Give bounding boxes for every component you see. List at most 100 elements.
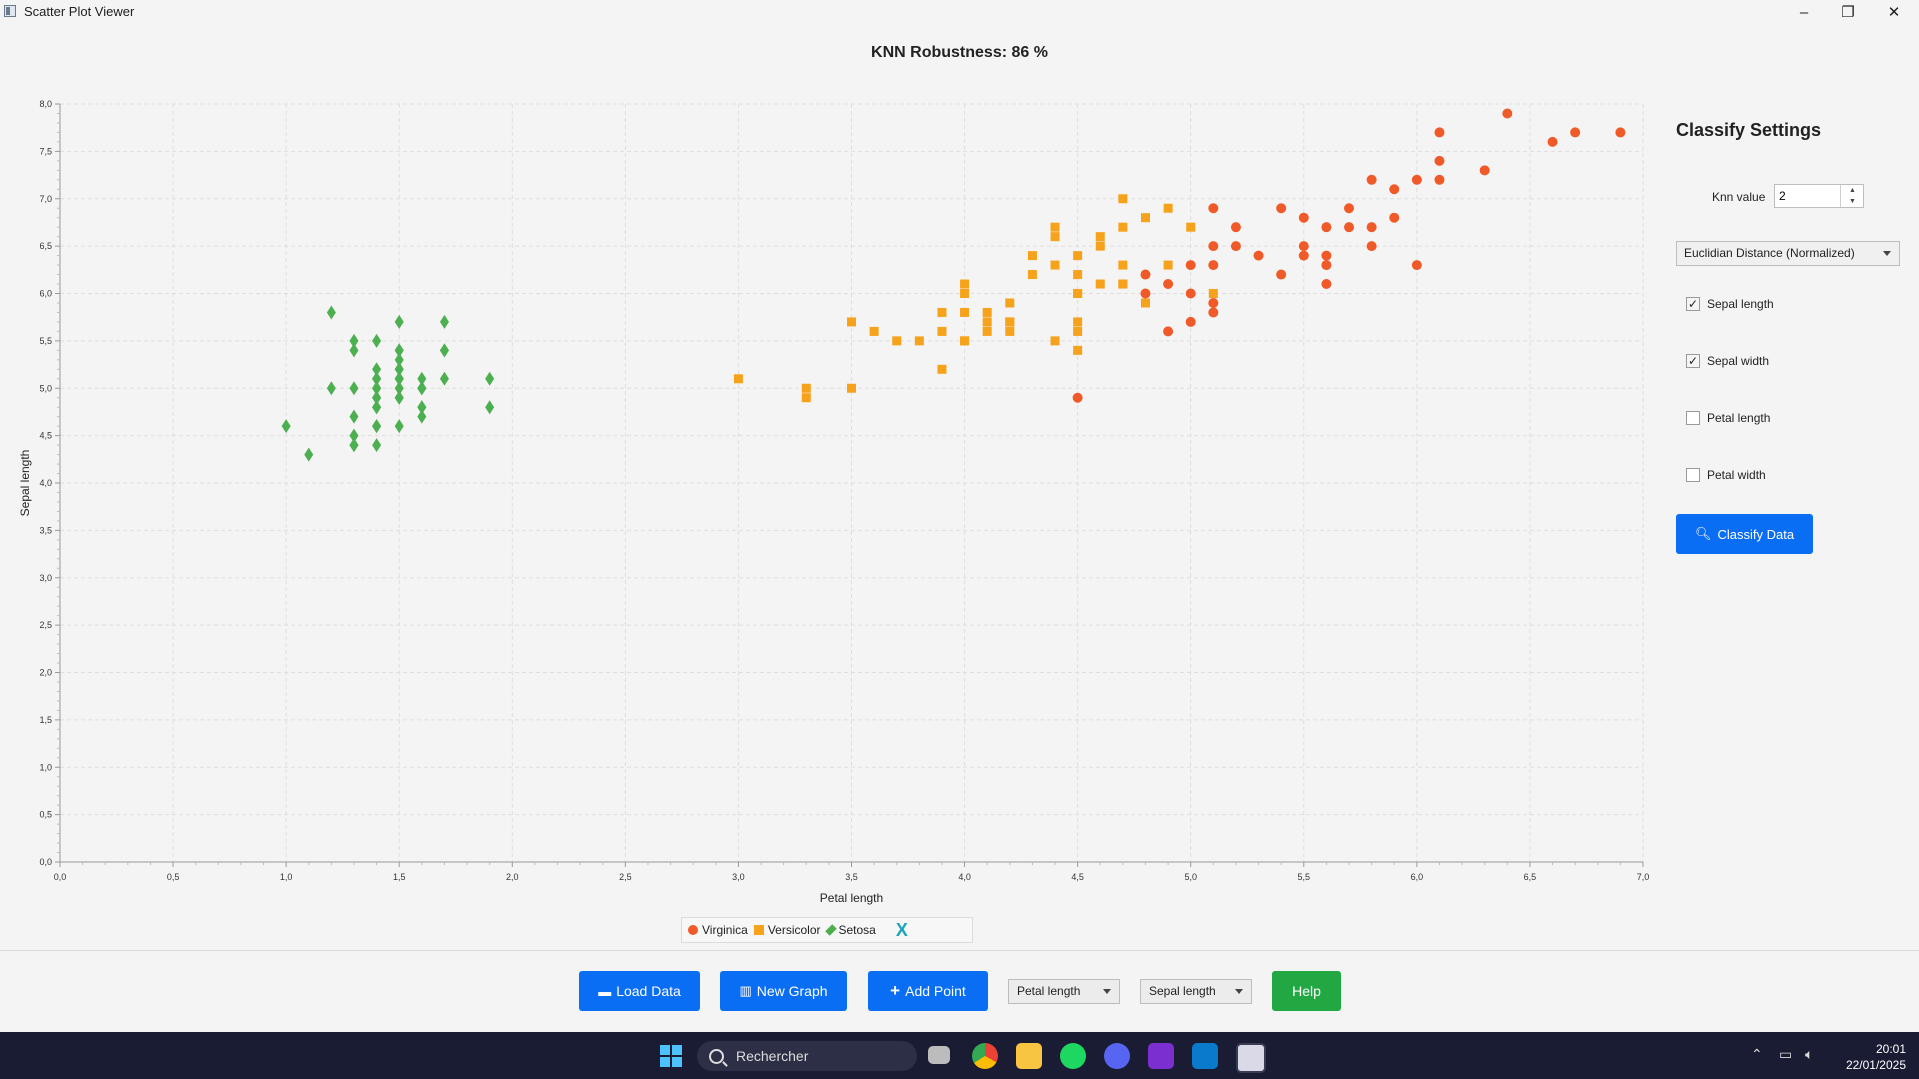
checkbox-checked-icon[interactable]: ✓ xyxy=(1686,354,1700,368)
data-point-virginica xyxy=(1366,174,1377,185)
data-point-virginica xyxy=(1163,326,1174,337)
task-view-icon[interactable] xyxy=(928,1046,950,1064)
x-tick-label: 2,0 xyxy=(506,872,519,882)
data-point-versicolor xyxy=(1163,203,1173,213)
data-point-virginica xyxy=(1208,260,1219,271)
distance-select[interactable]: Euclidian Distance (Normalized) xyxy=(1676,241,1900,266)
data-point-versicolor xyxy=(801,393,811,403)
data-point-setosa xyxy=(326,381,336,396)
data-point-virginica xyxy=(1276,203,1287,214)
data-point-versicolor xyxy=(982,326,992,336)
scatter-chart: 0,0 0,5 1,0 1,5 2,0 2,5 3,0 3,5 4,0 4,5 5,0 5,5 6,0 6… xyxy=(18,99,1649,905)
data-point-virginica xyxy=(1411,174,1422,185)
load-data-button[interactable]: ▬ Load Data xyxy=(579,971,700,1011)
data-point-setosa xyxy=(417,400,427,415)
knn-value-input[interactable] xyxy=(1774,184,1864,208)
y-axis-select[interactable]: Sepal length xyxy=(1140,979,1252,1004)
y-axis-label: Sepal length xyxy=(18,450,32,517)
add-point-label: Add Point xyxy=(905,983,966,999)
data-point-virginica xyxy=(1321,260,1332,271)
data-point-virginica xyxy=(1434,174,1445,185)
file-explorer-icon[interactable] xyxy=(1016,1043,1042,1069)
checkbox-unchecked-icon[interactable] xyxy=(1686,468,1700,482)
maximize-button[interactable]: ❐ xyxy=(1841,4,1855,21)
data-point-versicolor xyxy=(937,364,947,374)
checkbox-sepal-width[interactable]: ✓ Sepal width xyxy=(1686,353,1769,369)
settings-title: Classify Settings xyxy=(1676,120,1822,140)
spin-up-icon[interactable]: ▲ xyxy=(1849,187,1856,194)
data-point-virginica xyxy=(1389,212,1400,223)
scatter-app-icon[interactable] xyxy=(1236,1043,1266,1073)
y-tick-label: 2,0 xyxy=(39,668,52,678)
windows-start-icon[interactable] xyxy=(660,1045,682,1067)
checkbox-unchecked-icon[interactable] xyxy=(1686,411,1700,425)
data-point-versicolor xyxy=(1005,326,1015,336)
data-point-setosa xyxy=(417,371,427,386)
data-point-virginica xyxy=(1298,241,1309,252)
new-graph-button[interactable]: ▥ New Graph xyxy=(720,971,847,1011)
checkbox-petal-length[interactable]: Petal length xyxy=(1686,410,1770,426)
y-axis-select-value: Sepal length xyxy=(1149,984,1216,998)
data-point-virginica xyxy=(1570,127,1581,138)
data-point-virginica xyxy=(1547,136,1558,147)
data-point-versicolor xyxy=(1027,251,1037,261)
data-point-versicolor xyxy=(1073,345,1083,355)
chrome-icon[interactable] xyxy=(972,1043,998,1069)
load-data-label: Load Data xyxy=(616,983,681,999)
data-point-setosa xyxy=(372,362,382,377)
volume-icon[interactable]: 🔈︎ xyxy=(1805,1046,1814,1062)
chevron-up-icon[interactable]: ⌃ xyxy=(1751,1046,1763,1062)
clock-time: 20:01 xyxy=(1875,1042,1906,1056)
classify-button-label: Classify Data xyxy=(1717,526,1795,542)
visual-studio-icon[interactable] xyxy=(1148,1043,1174,1069)
checkbox-sepal-length[interactable]: ✓ Sepal length xyxy=(1686,296,1774,312)
chevron-down-icon xyxy=(1235,989,1243,994)
discord-icon[interactable] xyxy=(1104,1043,1130,1069)
spin-down-icon[interactable]: ▼ xyxy=(1849,198,1856,205)
legend-close-icon[interactable]: X xyxy=(895,919,908,940)
data-point-versicolor xyxy=(1050,260,1060,270)
help-button[interactable]: Help xyxy=(1272,971,1341,1011)
x-tick-label: 3,5 xyxy=(845,872,858,882)
x-tick-label: 1,0 xyxy=(280,872,293,882)
data-point-virginica xyxy=(1140,269,1151,280)
search-icon xyxy=(709,1048,724,1064)
taskbar-search-label: Rechercher xyxy=(736,1048,809,1064)
data-point-virginica xyxy=(1434,127,1445,138)
data-point-virginica xyxy=(1321,222,1332,233)
checkbox-label: Petal length xyxy=(1707,411,1771,425)
checkbox-checked-icon[interactable]: ✓ xyxy=(1686,297,1700,311)
y-tick-label: 7,0 xyxy=(39,194,52,204)
data-point-versicolor xyxy=(1118,279,1128,289)
network-icon[interactable]: ▭ xyxy=(1779,1046,1793,1062)
taskbar-search[interactable]: Rechercher xyxy=(697,1041,917,1071)
data-point-virginica xyxy=(1344,203,1355,214)
vscode-icon[interactable] xyxy=(1192,1043,1218,1069)
data-point-versicolor xyxy=(1095,279,1105,289)
classify-data-button[interactable]: 🔍︎ Classify Data xyxy=(1676,514,1813,554)
data-point-virginica xyxy=(1344,222,1355,233)
x-axis-select[interactable]: Petal length xyxy=(1008,979,1120,1004)
add-point-button[interactable]: + Add Point xyxy=(868,971,988,1011)
data-point-versicolor xyxy=(1027,270,1037,280)
data-point-setosa xyxy=(372,419,382,434)
data-point-versicolor xyxy=(1140,298,1150,308)
close-button[interactable]: ✕ xyxy=(1887,4,1901,21)
data-point-setosa xyxy=(394,314,404,329)
legend-square-marker xyxy=(753,925,764,935)
data-point-versicolor xyxy=(1073,270,1083,280)
data-point-versicolor xyxy=(1050,336,1060,346)
checkbox-petal-width[interactable]: Petal width xyxy=(1686,467,1766,483)
system-clock[interactable]: 20:01 22/01/2025 xyxy=(1826,1041,1906,1073)
chevron-down-icon xyxy=(1883,251,1891,256)
knn-spinner[interactable]: ▲ ▼ xyxy=(1840,185,1864,207)
spotify-icon[interactable] xyxy=(1060,1043,1086,1069)
search-icon: 🔍︎ xyxy=(1694,526,1712,541)
minimize-button[interactable]: – xyxy=(1799,3,1809,21)
data-point-virginica xyxy=(1434,155,1445,166)
data-point-setosa xyxy=(349,343,359,358)
data-point-setosa xyxy=(372,390,382,405)
data-point-setosa xyxy=(372,438,382,453)
y-tick-label: 6,5 xyxy=(39,241,52,251)
x-tick-label: 3,0 xyxy=(732,872,745,882)
